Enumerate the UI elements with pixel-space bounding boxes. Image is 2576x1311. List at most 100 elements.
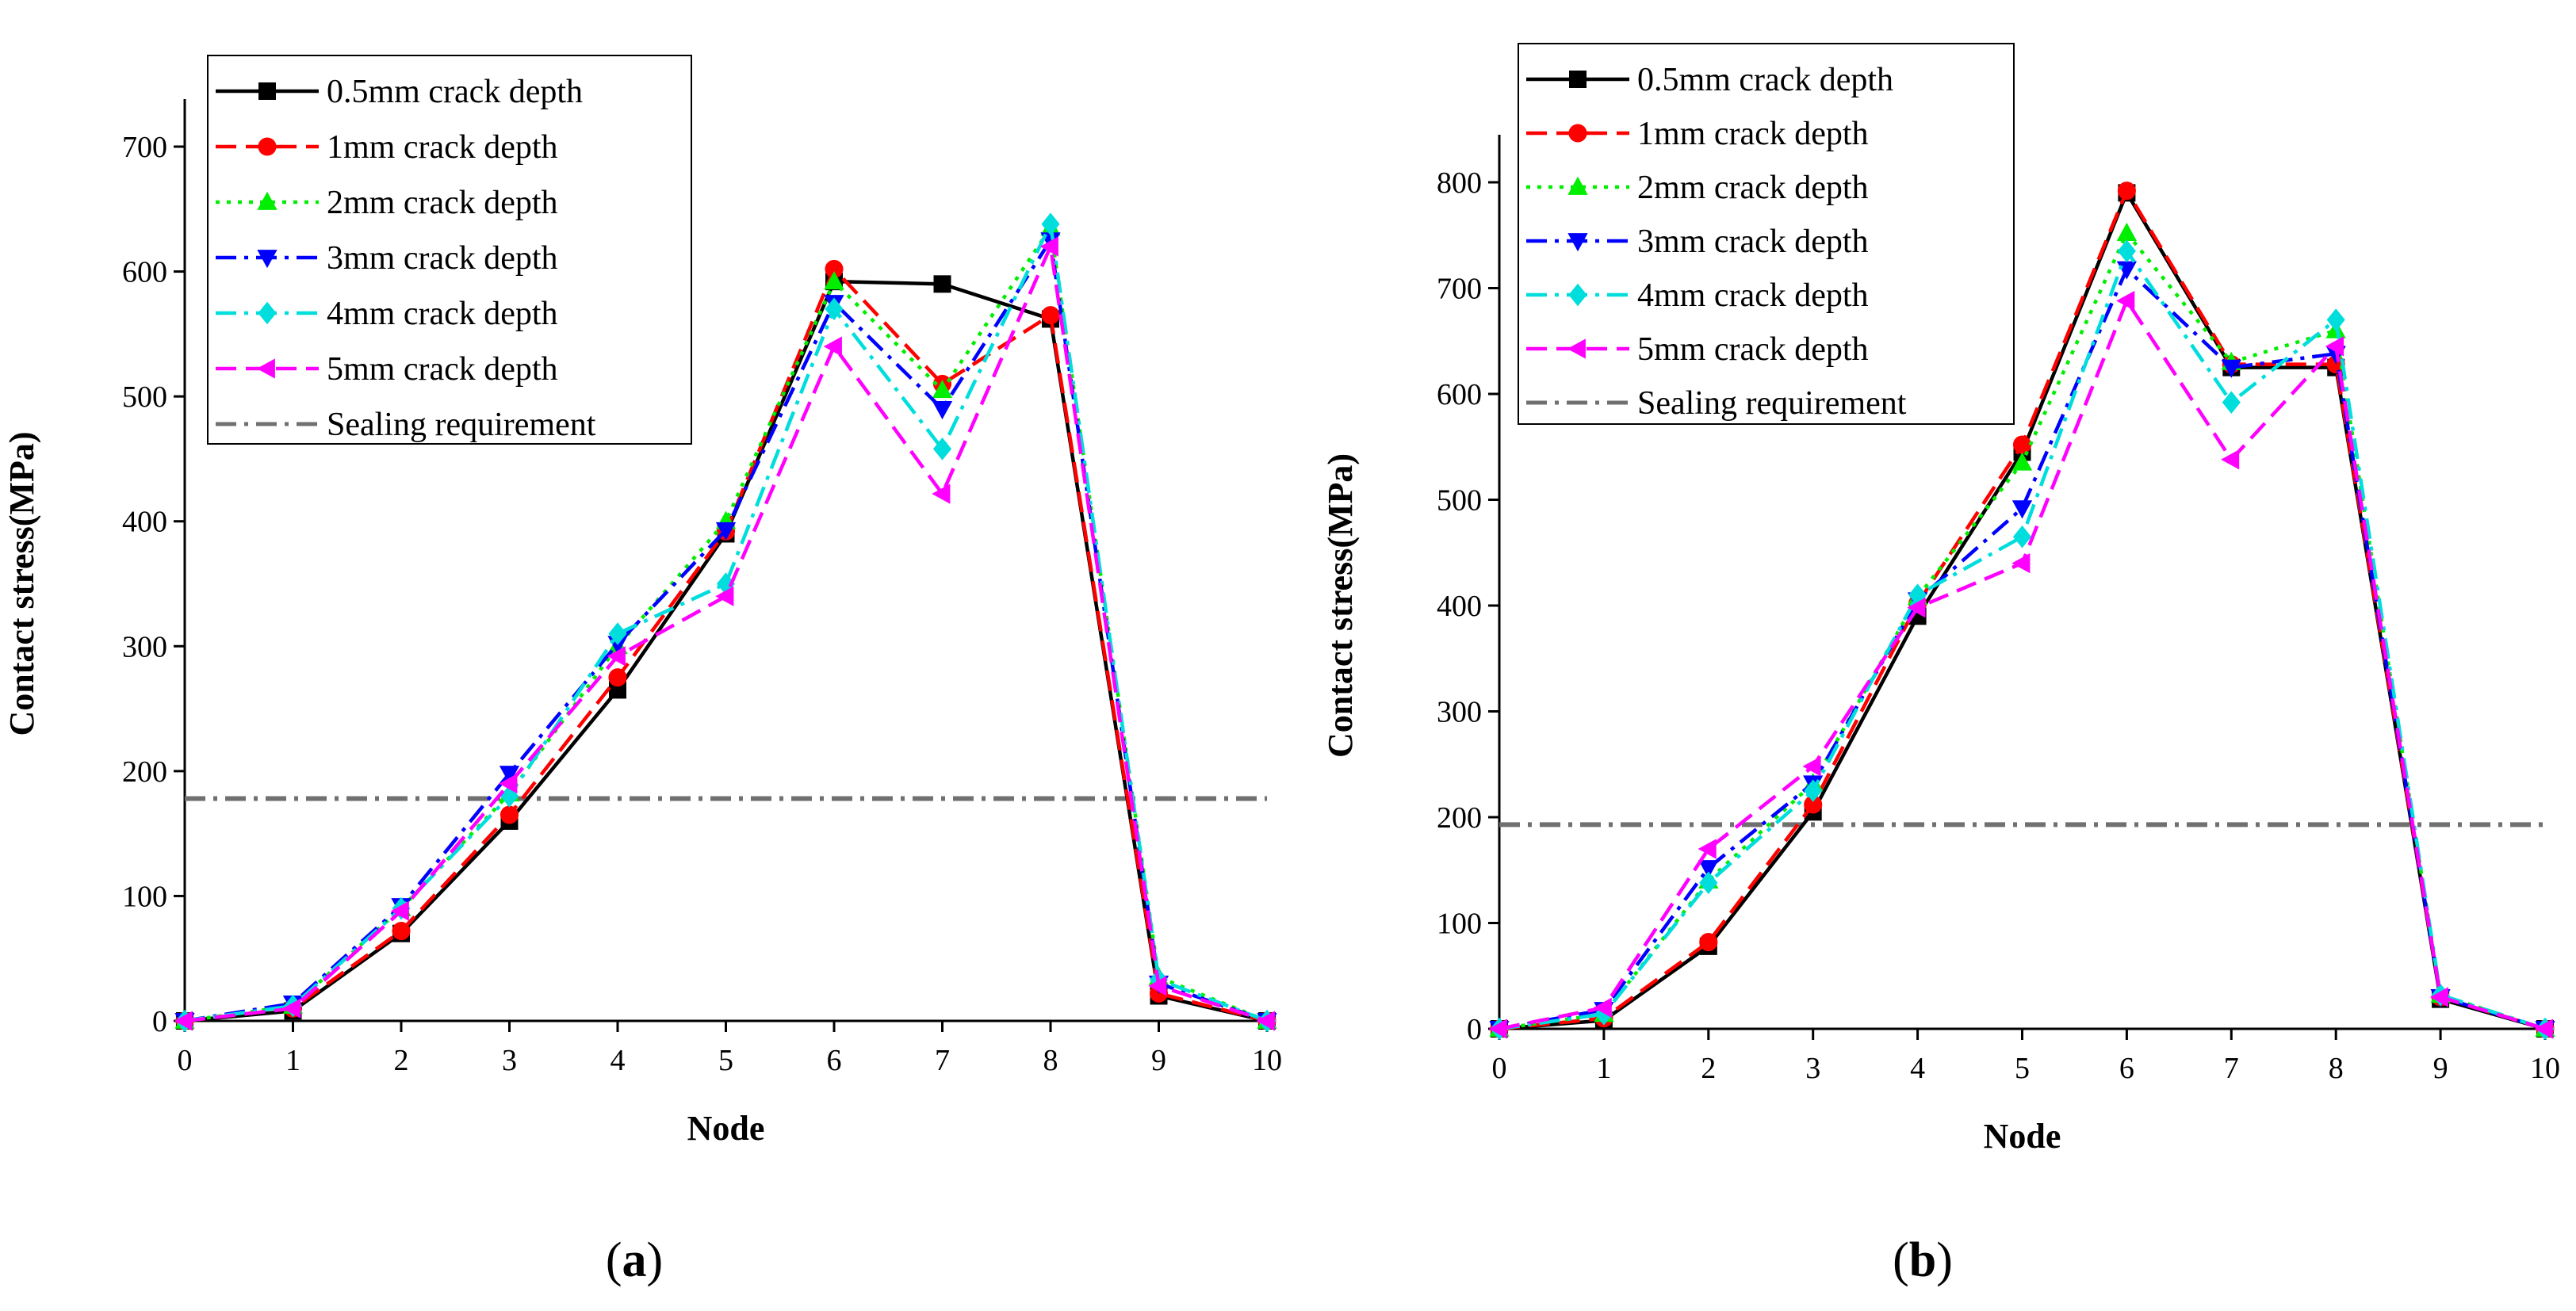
data-point — [932, 401, 953, 420]
legend-label: 3mm crack depth — [1637, 224, 1869, 260]
x-tick-label: 0 — [178, 1044, 193, 1077]
legend-label: 2mm crack depth — [327, 185, 558, 221]
y-tick-label: 100 — [122, 880, 167, 913]
y-tick-label: 400 — [122, 506, 167, 539]
legend-marker — [1567, 176, 1588, 195]
data-point — [392, 921, 411, 941]
x-tick-label: 2 — [1701, 1052, 1716, 1085]
data-point — [1698, 839, 1717, 859]
legend-label: Sealing requirement — [327, 407, 596, 443]
x-tick-label: 2 — [394, 1044, 409, 1077]
data-point — [2116, 222, 2138, 241]
data-point — [1699, 932, 1718, 952]
x-tick-label: 5 — [718, 1044, 733, 1077]
y-tick-label: 500 — [1437, 484, 1482, 518]
legend-marker — [1567, 338, 1586, 359]
x-tick-label: 9 — [2433, 1052, 2448, 1085]
legend-label: 3mm crack depth — [327, 240, 558, 277]
data-point — [2012, 435, 2032, 454]
data-point — [933, 275, 951, 293]
data-point — [2011, 500, 2033, 519]
data-point — [824, 270, 844, 290]
data-point — [1041, 306, 1060, 325]
x-tick-label: 5 — [2015, 1052, 2030, 1085]
legend-marker — [258, 301, 277, 325]
data-point — [1593, 997, 1612, 1018]
legend-label: 2mm crack depth — [1637, 170, 1869, 206]
legend-label: 4mm crack depth — [1637, 277, 1869, 314]
data-point — [1041, 212, 1060, 235]
x-tick-label: 3 — [502, 1044, 517, 1077]
data-point — [2325, 336, 2344, 357]
y-tick-label: 600 — [1437, 378, 1482, 411]
legend-label: 1mm crack depth — [327, 129, 558, 166]
legend-label: 5mm crack depth — [327, 351, 558, 388]
legend-marker — [1568, 124, 1587, 143]
y-tick-label: 100 — [1437, 908, 1482, 941]
x-tick-label: 4 — [1910, 1052, 1925, 1085]
y-tick-label: 200 — [1437, 801, 1482, 835]
legend-label: 0.5mm crack depth — [327, 74, 583, 110]
x-axis-label: Node — [687, 1109, 765, 1148]
y-tick-label: 600 — [122, 256, 167, 289]
chart-b-svg: 0 1 2 3 4 5 6 7 8 9 100100200300400500600700800Nod… — [1321, 43, 2560, 1287]
data-point — [2116, 261, 2138, 280]
data-point — [1039, 236, 1058, 257]
data-point — [2326, 308, 2345, 331]
data-point — [609, 681, 626, 699]
data-point — [2117, 182, 2136, 201]
data-point — [1802, 756, 1821, 777]
legend-label: 0.5mm crack depth — [1637, 62, 1893, 98]
data-point — [715, 522, 737, 541]
chart-a-svg: 0 1 2 3 4 5 6 7 8 9 100100200300400500600700NodeCo… — [2, 55, 1282, 1287]
legend-marker — [257, 191, 278, 210]
data-point — [2011, 552, 2031, 574]
data-point — [2011, 452, 2033, 471]
legend-box — [1518, 43, 2015, 425]
x-tick-label: 9 — [1151, 1044, 1166, 1077]
data-point — [825, 297, 844, 321]
y-tick-label: 0 — [1467, 1013, 1482, 1046]
legend-marker — [1568, 283, 1587, 307]
legend-marker — [258, 82, 276, 100]
x-tick-label: 10 — [2530, 1052, 2560, 1085]
series-line — [1499, 249, 2546, 1031]
y-tick-label: 700 — [1437, 273, 1482, 306]
data-point — [608, 622, 627, 645]
data-point — [390, 900, 409, 921]
x-tick-label: 7 — [935, 1044, 950, 1077]
y-tick-label: 300 — [122, 630, 167, 663]
x-tick-label: 3 — [1805, 1052, 1820, 1085]
data-point — [1907, 598, 1926, 618]
x-axis-label: Node — [1984, 1117, 2061, 1156]
y-tick-label: 200 — [122, 755, 167, 789]
series-line — [184, 222, 1268, 1023]
data-point — [2221, 449, 2240, 470]
x-tick-label: 4 — [611, 1044, 626, 1077]
x-tick-label: 10 — [1252, 1044, 1282, 1077]
legend-label: 4mm crack depth — [327, 296, 558, 332]
data-point — [499, 773, 518, 794]
data-point — [823, 336, 842, 357]
data-point — [2534, 1019, 2553, 1039]
data-point — [715, 586, 734, 606]
data-point — [932, 380, 953, 399]
data-point — [2116, 290, 2135, 312]
legend-marker — [1569, 71, 1587, 88]
x-tick-label: 6 — [2119, 1052, 2134, 1085]
legend-label: 5mm crack depth — [1637, 331, 1869, 368]
y-tick-label: 500 — [122, 380, 167, 414]
y-axis-label: Contact stress(MPa) — [2, 431, 41, 736]
data-point — [174, 1011, 193, 1031]
legend-marker — [256, 358, 275, 379]
data-point — [608, 668, 627, 687]
data-point — [499, 766, 520, 785]
data-point — [1698, 860, 1719, 879]
y-tick-label: 700 — [122, 131, 167, 164]
x-tick-label: 6 — [827, 1044, 842, 1077]
data-point — [282, 998, 301, 1019]
x-tick-label: 1 — [285, 1044, 300, 1077]
data-point — [2221, 359, 2241, 378]
x-tick-label: 7 — [2224, 1052, 2239, 1085]
data-point — [2429, 987, 2448, 1007]
